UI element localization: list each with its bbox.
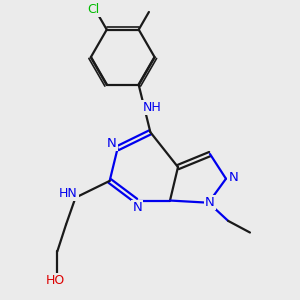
Text: N: N — [228, 171, 238, 184]
Text: Cl: Cl — [88, 3, 100, 16]
Text: N: N — [107, 137, 117, 150]
Text: NH: NH — [142, 101, 161, 114]
Text: N: N — [132, 201, 142, 214]
Text: HN: HN — [59, 187, 78, 200]
Text: HO: HO — [46, 274, 65, 287]
Text: N: N — [205, 196, 215, 209]
